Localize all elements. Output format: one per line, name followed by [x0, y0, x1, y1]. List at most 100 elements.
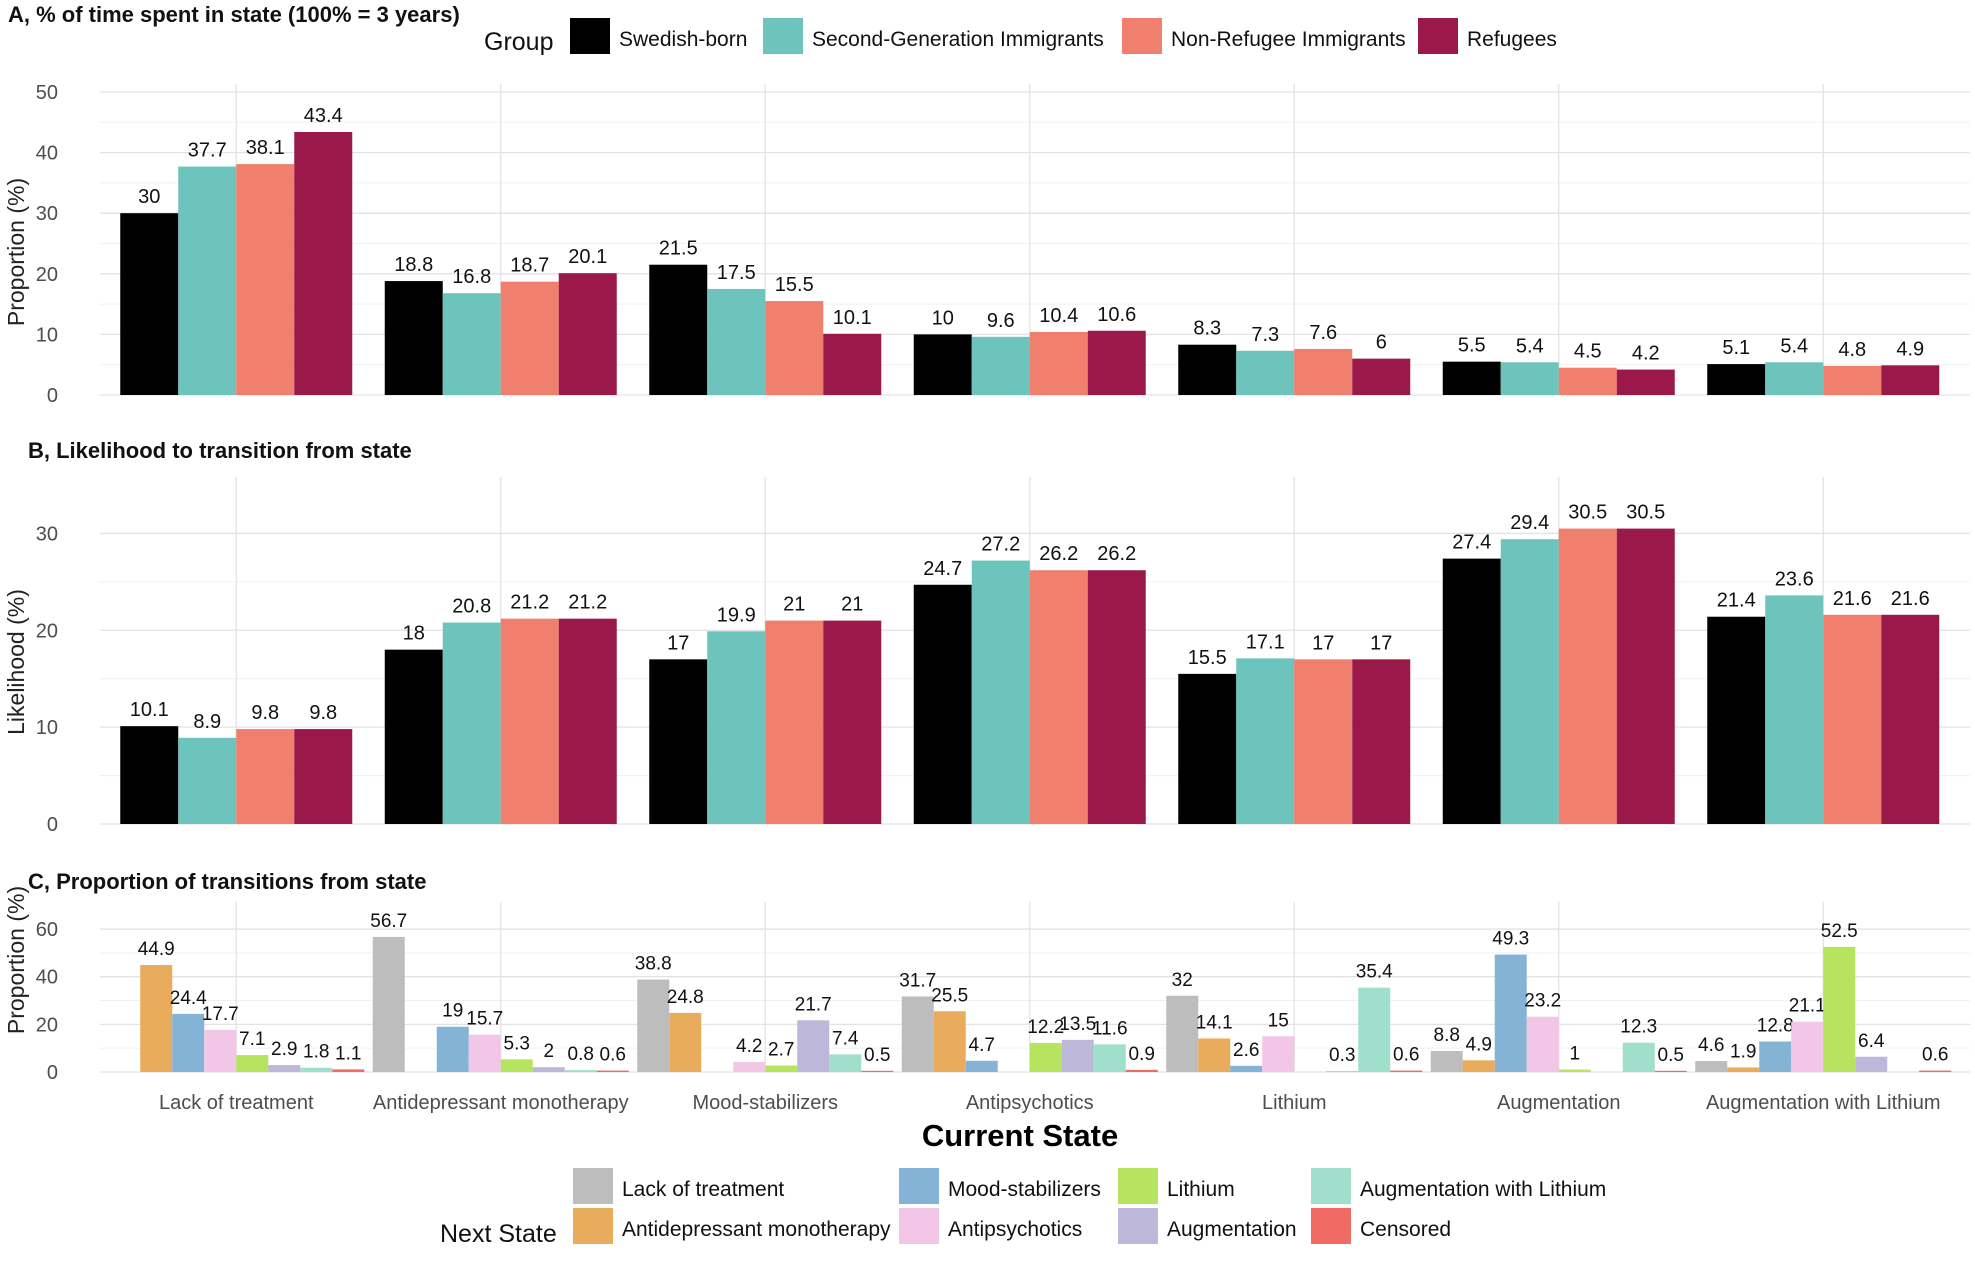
bar-c-augmentation-with-lithium-lithium — [1823, 946, 1856, 1072]
bar-b-mood-stabilizers-refugees — [823, 620, 882, 824]
data-label-c: 2.9 — [271, 1039, 297, 1060]
bar-a-lack-of-treatment-non-refugee-immigrants — [236, 164, 295, 395]
y-tick-label: 0 — [47, 814, 58, 836]
bar-a-lithium-non-refugee-immigrants — [1294, 348, 1353, 395]
data-label-a: 4.5 — [1574, 341, 1602, 363]
bar-b-antipsychotics-refugees — [1087, 570, 1146, 824]
data-label-a: 5.4 — [1516, 335, 1544, 357]
data-label-a: 10.4 — [1039, 305, 1078, 327]
data-label-b: 10.1 — [130, 699, 169, 721]
bar-c-lithium-lack-of-treatment — [1166, 995, 1199, 1072]
y-tick-label: 50 — [36, 82, 58, 104]
data-label-c: 12.8 — [1757, 1016, 1794, 1037]
data-label-c: 52.5 — [1821, 921, 1858, 942]
next-legend-swatch-mood-stabilizers — [899, 1168, 939, 1204]
bar-c-mood-stabilizers-censored — [861, 1070, 894, 1072]
bar-b-antidepressant-monotherapy-second-generation-immigrants — [442, 622, 501, 824]
data-label-b: 9.8 — [309, 702, 337, 724]
bar-c-augmentation-with-lithium-antipsychotics — [1791, 1021, 1824, 1072]
bar-c-augmentation-lithium — [1558, 1069, 1591, 1072]
data-label-b: 30.5 — [1568, 502, 1607, 524]
next-legend-label-censored: Censored — [1360, 1218, 1451, 1241]
data-label-a: 7.6 — [1309, 322, 1337, 344]
bar-b-lithium-non-refugee-immigrants — [1294, 659, 1353, 824]
data-label-a: 15.5 — [775, 274, 814, 296]
bar-a-augmentation-non-refugee-immigrants — [1558, 367, 1617, 395]
bar-b-augmentation-with-lithium-second-generation-immigrants — [1765, 595, 1824, 824]
next-legend-label-augmentation: Augmentation — [1167, 1218, 1297, 1241]
data-label-b: 21.4 — [1717, 590, 1756, 612]
bar-b-antipsychotics-second-generation-immigrants — [971, 560, 1030, 824]
bar-a-lithium-swedish-born — [1178, 344, 1237, 395]
data-label-c: 15 — [1268, 1010, 1289, 1031]
bar-c-augmentation-with-lithium-mood-stabilizers — [1759, 1041, 1792, 1072]
y-tick-label: 30 — [36, 203, 58, 225]
bar-a-augmentation-swedish-born — [1442, 361, 1501, 395]
data-label-c: 21.7 — [795, 994, 832, 1015]
x-tick-label-antipsychotics: Antipsychotics — [966, 1092, 1094, 1114]
next-legend-label-mood-stabilizers: Mood-stabilizers — [948, 1178, 1101, 1201]
bar-a-mood-stabilizers-swedish-born — [649, 264, 708, 395]
bar-c-augmentation-augmentation-with-lithium — [1622, 1042, 1655, 1072]
y-tick-label: 0 — [47, 385, 58, 407]
next-legend-label-antipsychotics: Antipsychotics — [948, 1218, 1082, 1241]
data-label-c: 2 — [543, 1041, 554, 1062]
y-tick-label: 40 — [36, 143, 58, 165]
bar-b-antidepressant-monotherapy-swedish-born — [384, 649, 443, 824]
y-tick-label: 0 — [47, 1062, 58, 1084]
bar-a-augmentation-second-generation-immigrants — [1500, 362, 1559, 395]
panel-a-title: A, % of time spent in state (100% = 3 ye… — [8, 2, 460, 27]
data-label-b: 20.8 — [452, 596, 491, 618]
panel-a-ylabel: Proportion (%) — [3, 178, 29, 326]
data-label-b: 27.4 — [1452, 532, 1491, 554]
data-label-c: 1.8 — [303, 1042, 329, 1063]
data-label-c: 25.5 — [931, 985, 968, 1006]
data-label-c: 0.6 — [600, 1045, 626, 1066]
x-tick-label-augmentation-with-lithium: Augmentation with Lithium — [1706, 1092, 1941, 1114]
legend-label-second-generation-immigrants: Second-Generation Immigrants — [812, 28, 1104, 51]
data-label-c: 19 — [442, 1001, 463, 1022]
data-label-b: 24.7 — [923, 558, 962, 580]
bar-a-augmentation-refugees — [1616, 369, 1675, 395]
next-legend-swatch-censored — [1311, 1208, 1351, 1244]
bar-b-augmentation-with-lithium-non-refugee-immigrants — [1823, 614, 1882, 824]
y-tick-label: 20 — [36, 1014, 58, 1036]
data-label-c: 7.4 — [832, 1028, 859, 1049]
bar-b-antipsychotics-swedish-born — [913, 584, 972, 824]
bar-a-mood-stabilizers-non-refugee-immigrants — [765, 301, 824, 395]
data-label-b: 19.9 — [717, 604, 756, 626]
bar-c-augmentation-with-lithium-augmentation — [1855, 1056, 1888, 1072]
bar-a-augmentation-with-lithium-non-refugee-immigrants — [1823, 365, 1882, 395]
bar-c-lithium-antipsychotics — [1262, 1036, 1295, 1072]
bar-b-antipsychotics-non-refugee-immigrants — [1029, 570, 1088, 824]
bar-c-antidepressant-monotherapy-augmentation-with-lithium — [564, 1070, 597, 1072]
bar-c-lithium-antidepressant-monotherapy — [1198, 1038, 1231, 1072]
data-label-a: 7.3 — [1251, 324, 1279, 346]
data-label-c: 49.3 — [1492, 929, 1529, 950]
data-label-a: 21.5 — [659, 238, 698, 260]
y-tick-label: 30 — [36, 523, 58, 545]
next-legend-label-antidepressant-monotherapy: Antidepressant monotherapy — [622, 1218, 891, 1241]
data-label-b: 21.2 — [510, 592, 549, 614]
next-legend-swatch-antidepressant-monotherapy — [573, 1208, 613, 1244]
next-legend-swatch-augmentation — [1118, 1208, 1158, 1244]
data-label-a: 10.1 — [833, 307, 872, 329]
data-label-a: 6 — [1376, 332, 1387, 354]
bar-c-augmentation-antipsychotics — [1526, 1016, 1559, 1072]
bar-c-augmentation-censored — [1654, 1070, 1687, 1072]
bar-b-lithium-swedish-born — [1178, 673, 1237, 824]
bar-c-antipsychotics-antidepressant-monotherapy — [933, 1011, 966, 1072]
next-state-legend: Next State Lack of treatment Antidepressa… — [440, 1168, 1606, 1248]
bar-c-mood-stabilizers-lithium — [765, 1065, 798, 1072]
data-label-c: 0.8 — [568, 1044, 594, 1065]
data-label-a: 30 — [138, 186, 160, 208]
bar-a-lack-of-treatment-refugees — [294, 131, 353, 395]
data-label-c: 7.1 — [239, 1029, 265, 1050]
bar-c-lithium-censored — [1390, 1070, 1423, 1072]
bar-b-augmentation-refugees — [1616, 528, 1675, 824]
data-label-c: 2.6 — [1233, 1040, 1259, 1061]
data-label-b: 21.6 — [1891, 588, 1930, 610]
bar-a-antipsychotics-refugees — [1087, 330, 1146, 395]
